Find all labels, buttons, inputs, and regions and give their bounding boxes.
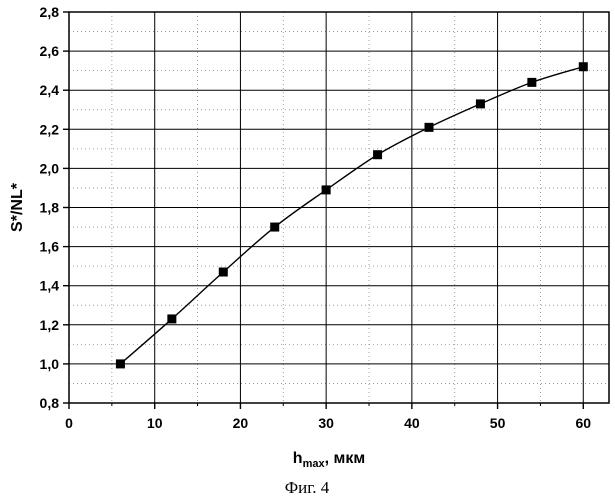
data-point-marker <box>476 99 485 108</box>
y-tick-label: 1,2 <box>40 317 60 333</box>
y-tick-label: 1,8 <box>40 200 60 216</box>
x-tick-label: 0 <box>65 415 73 431</box>
y-tick-label: 2,8 <box>40 4 60 20</box>
x-tick-label: 20 <box>233 415 249 431</box>
data-point-marker <box>322 185 331 194</box>
figure-caption: Фиг. 4 <box>285 478 330 497</box>
y-tick-label: 1,4 <box>40 278 60 294</box>
data-point-marker <box>527 78 536 87</box>
data-point-marker <box>219 268 228 277</box>
x-axis-title-unit: , мкм <box>325 450 366 467</box>
y-tick-label: 2,2 <box>40 121 60 137</box>
x-tick-label: 60 <box>575 415 591 431</box>
x-axis-title-subscript: max <box>303 458 326 470</box>
x-tick-label: 40 <box>404 415 420 431</box>
data-point-marker <box>116 359 125 368</box>
y-tick-label: 2,4 <box>40 82 60 98</box>
y-tick-label: 1,0 <box>40 356 60 372</box>
y-tick-label: 2,0 <box>40 160 60 176</box>
y-tick-label: 2,6 <box>40 43 60 59</box>
data-point-marker <box>270 223 279 232</box>
y-axis-title: S*/NL* <box>9 182 26 232</box>
x-axis-title-main: h <box>293 450 303 467</box>
x-tick-label: 10 <box>147 415 163 431</box>
data-point-marker <box>579 62 588 71</box>
data-point-marker <box>167 314 176 323</box>
y-tick-label: 0,8 <box>40 395 60 411</box>
data-point-marker <box>425 123 434 132</box>
y-tick-label: 1,6 <box>40 239 60 255</box>
data-point-marker <box>373 150 382 159</box>
x-tick-label: 50 <box>490 415 506 431</box>
x-tick-label: 30 <box>318 415 334 431</box>
